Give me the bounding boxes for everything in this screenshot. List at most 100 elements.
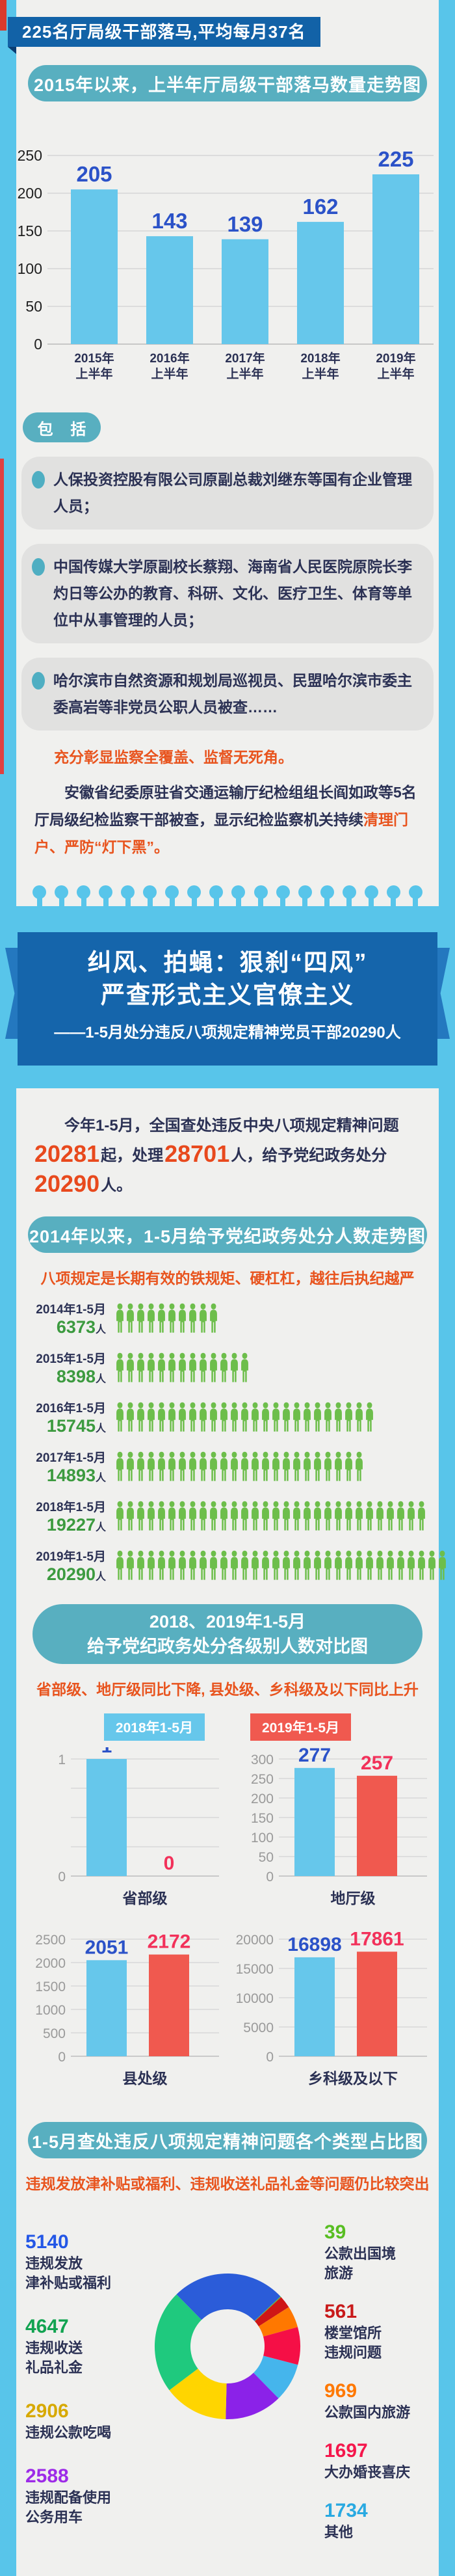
person-icon	[365, 1402, 374, 1433]
person-icon	[333, 1550, 343, 1581]
section2-header-box: 纠风、拍蝇：狠刹“四风” 严查形式主义官僚主义 ——1-5月处分违反八项规定精神…	[18, 932, 437, 1066]
section1-card: 225名厅局级干部落马,平均每月37名 2015年以来，上半年厅局级干部落马数量…	[8, 0, 439, 906]
svg-text:1: 1	[58, 1752, 66, 1767]
donut-legend-entry: 1734 其他	[324, 2499, 436, 2542]
person-icon	[406, 1550, 416, 1581]
person-icon	[219, 1501, 229, 1532]
donut-legend-entry: 5140 违规发放津补贴或福利	[25, 2231, 146, 2293]
person-icon	[177, 1451, 187, 1483]
donut-legend-value: 4647	[25, 2316, 69, 2337]
person-icon	[167, 1550, 177, 1581]
person-icon	[250, 1550, 260, 1581]
donut-legend-value: 561	[324, 2301, 358, 2322]
person-icon	[406, 1501, 416, 1532]
perforation-dot	[99, 885, 113, 906]
person-icon	[146, 1303, 156, 1334]
person-icon	[136, 1402, 146, 1433]
person-icon	[271, 1501, 281, 1532]
person-icon	[209, 1402, 218, 1433]
person-icon	[323, 1451, 333, 1483]
accent-number: 20290	[34, 1170, 100, 1197]
svg-text:0: 0	[58, 2050, 66, 2065]
donut-legend-right: 39 公款出国境 旅游 561 楼堂馆所 违规问题 969 公款国内旅游 1697 大办婚丧喜庆 1…	[324, 2221, 436, 2542]
pictograph-row: 2019年1-5月 20290人	[27, 1547, 434, 1585]
person-icon	[125, 1451, 135, 1483]
person-icon	[365, 1501, 374, 1532]
pictograph-row: 2015年1-5月 8398人	[27, 1349, 434, 1387]
donut-title-pill: 1-5月查处违反八项规定精神问题各个类型占比图	[28, 2122, 427, 2158]
pictograph-row: 2018年1-5月 19227人	[27, 1497, 434, 1535]
person-icon	[323, 1402, 333, 1433]
person-icon	[313, 1501, 322, 1532]
donut-legend-entry: 2588 违规配备使用 公务用车	[25, 2465, 146, 2527]
donut-svg	[154, 2273, 300, 2420]
svg-text:200: 200	[18, 185, 42, 202]
person-icon	[313, 1402, 322, 1433]
mini-bar-chart: 2500 2000 1500 1000 500 0 2051 2172 县处级	[35, 1931, 219, 2087]
person-icon	[354, 1550, 364, 1581]
pictograph-row-icons	[115, 1402, 434, 1433]
svg-text:上半年: 上半年	[226, 366, 263, 381]
donut-legend-label: 违规配备使用	[25, 2489, 112, 2506]
person-icon	[209, 1550, 218, 1581]
person-icon	[292, 1402, 302, 1433]
person-icon	[229, 1501, 239, 1532]
svg-text:0: 0	[266, 2050, 274, 2065]
svg-text:50: 50	[25, 298, 42, 315]
person-icon	[146, 1501, 156, 1532]
perforation-dot	[32, 885, 47, 906]
mini-bar-chart: 20000 15000 10000 5000 0 16898 17861 乡科级及以下	[236, 1928, 427, 2087]
person-icon	[375, 1501, 385, 1532]
donut-legend-value: 5140	[25, 2231, 69, 2253]
person-icon	[261, 1550, 270, 1581]
person-icon	[177, 1550, 187, 1581]
svg-text:150: 150	[18, 222, 42, 239]
trend-chart-title-pill: 2015年以来，上半年厅局级干部落马数量走势图	[28, 65, 427, 101]
person-icon	[188, 1550, 198, 1581]
svg-text:地厅级: 地厅级	[331, 1890, 376, 1907]
svg-text:250: 250	[251, 1772, 274, 1787]
person-icon	[240, 1352, 250, 1384]
donut-legend-label: 违规发放	[25, 2255, 83, 2272]
donut-legend-label: 津补贴或福利	[25, 2275, 112, 2291]
svg-text:16898: 16898	[287, 1934, 341, 1955]
person-icon	[292, 1550, 302, 1581]
svg-text:300: 300	[251, 1752, 274, 1767]
svg-text:257: 257	[361, 1752, 393, 1774]
perforation-dot	[408, 885, 422, 906]
donut-chart-block: 5140 违规发放 津补贴或福利 4647 违规收送 礼品礼金 2906 违规公款吃喝 2588…	[16, 2201, 439, 2556]
svg-text:上半年: 上半年	[75, 366, 112, 381]
section1-banner: 225名厅局级干部落马,平均每月37名	[8, 17, 320, 54]
person-icon	[188, 1303, 198, 1334]
svg-text:2019年: 2019年	[376, 351, 415, 366]
donut-title: 1-5月查处违反八项规定精神问题各个类型占比图	[31, 2132, 424, 2152]
perforation-dot	[209, 885, 224, 906]
level-compare-subtitle: 省部级、地厅级同比下降, 县处级、乡科级及以下同比上升	[36, 1681, 419, 1698]
pictograph-row: 2017年1-5月 14893人	[27, 1448, 434, 1486]
person-icon	[271, 1402, 281, 1433]
svg-text:2016年: 2016年	[150, 351, 189, 366]
person-icon	[115, 1352, 125, 1384]
svg-text:1500: 1500	[35, 1979, 66, 1994]
person-icon	[437, 1550, 447, 1581]
person-icon	[261, 1451, 270, 1483]
svg-text:上半年: 上半年	[302, 366, 339, 381]
level-compare-charts: 1010省部级300250200150100500277257地厅级250020…	[21, 1736, 434, 2095]
person-icon	[188, 1402, 198, 1433]
person-icon	[219, 1451, 229, 1483]
bullet-text: 中国传媒大学原副校长蔡翔、海南省人民医院原院长李灼日等公办的教育、科研、文化、医…	[53, 558, 412, 628]
person-icon	[229, 1451, 239, 1483]
person-icon	[167, 1501, 177, 1532]
red-ribbon-top	[0, 0, 6, 31]
person-icon	[385, 1550, 395, 1581]
person-icon	[177, 1402, 187, 1433]
person-icon	[292, 1501, 302, 1532]
person-icon	[209, 1303, 218, 1334]
person-icon	[323, 1550, 333, 1581]
mini-chart-cell: 2500 2000 1500 1000 500 0 2051 2172 县处级	[21, 1927, 226, 2095]
svg-text:20000: 20000	[236, 1933, 274, 1948]
donut-legend-value: 1697	[324, 2440, 368, 2462]
person-icon	[136, 1451, 146, 1483]
donut-legend-label: 违规公款吃喝	[25, 2424, 112, 2441]
person-icon	[219, 1402, 229, 1433]
